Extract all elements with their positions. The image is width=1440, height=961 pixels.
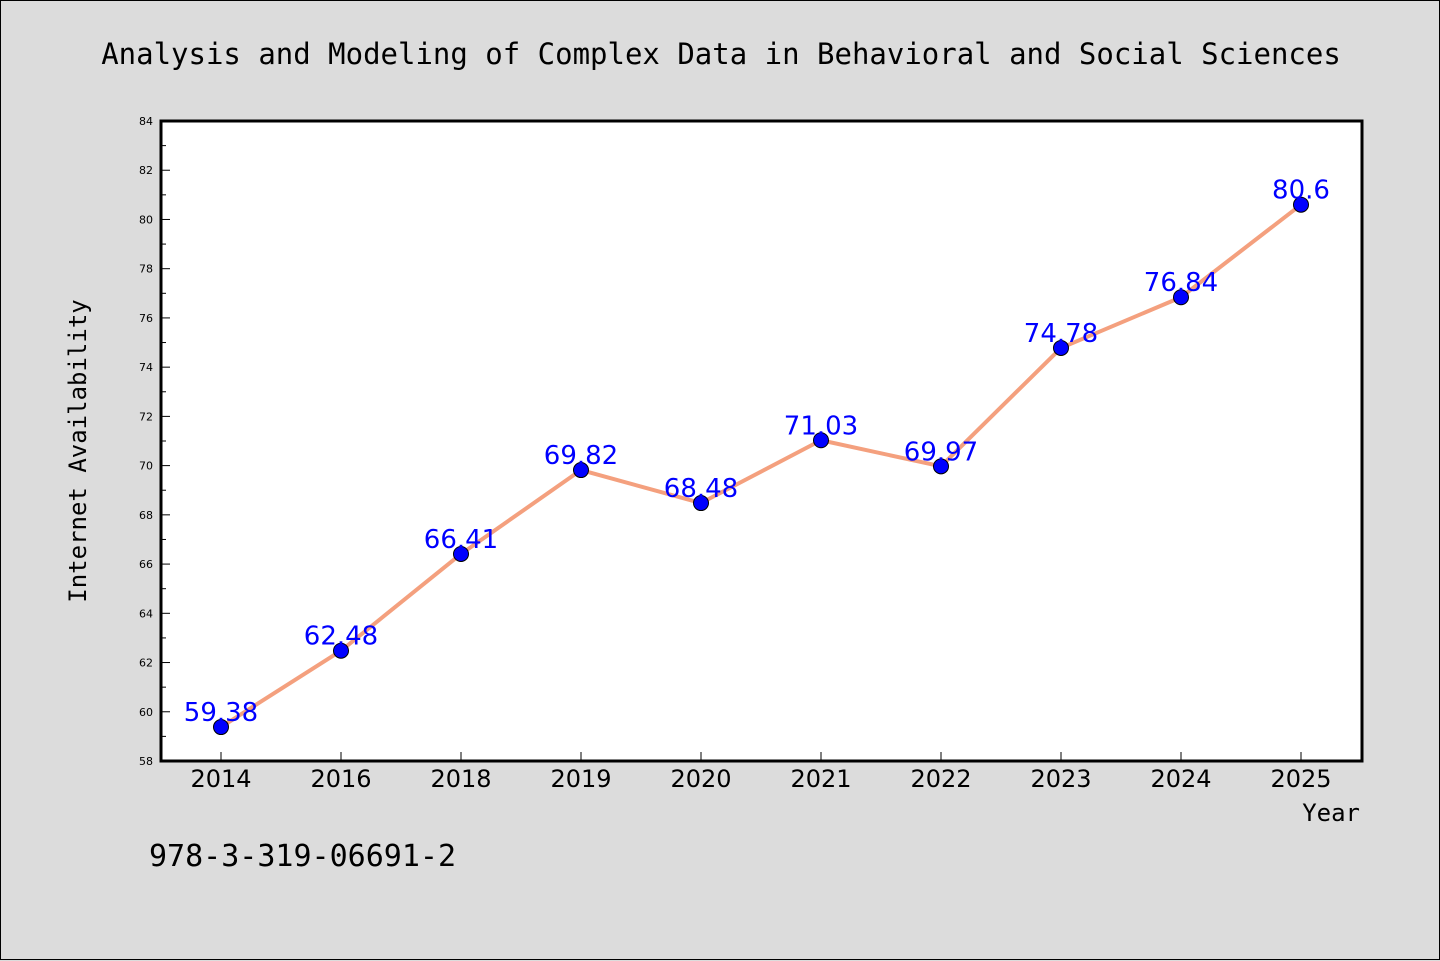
data-point — [1053, 339, 1069, 356]
y-axis: 58 60 62 64 66 68 70 72 74 76 78 80 82 84 — [139, 115, 170, 768]
data-point — [453, 545, 469, 562]
plot-area — [159, 119, 1364, 763]
y-axis-label: Internet Availability — [64, 299, 92, 602]
data-labels: 59.38 62.48 66.41 69.82 68.48 71.03 69.97 74.78… — [184, 176, 1330, 728]
data-point — [693, 495, 709, 512]
footer-isbn: 978-3-319-06691-2 — [149, 839, 456, 874]
data-label: 76.84 — [1144, 268, 1218, 298]
data-label: 59.38 — [184, 698, 258, 728]
y-tick-label: 82 — [139, 164, 153, 177]
x-tick-label: 2025 — [1270, 765, 1331, 793]
data-markers — [213, 196, 1309, 736]
x-axis: 2014 2016 2018 2019 2020 2021 2022 2023 2024 2025 — [190, 752, 1332, 793]
x-tick-label: 2021 — [790, 765, 851, 793]
y-tick-label: 78 — [139, 263, 153, 276]
data-label: 69.97 — [904, 437, 978, 467]
data-point — [1173, 289, 1189, 306]
series-line — [219, 203, 1303, 729]
chart-title: Analysis and Modeling of Complex Data in… — [101, 37, 1341, 71]
data-point — [933, 458, 949, 475]
y-tick-label: 70 — [139, 460, 153, 473]
x-tick-label: 2023 — [1030, 765, 1091, 793]
data-label: 68.48 — [664, 474, 738, 504]
x-tick-label: 2019 — [550, 765, 611, 793]
data-point — [213, 719, 229, 736]
y-tick-label: 66 — [139, 558, 153, 571]
data-point — [333, 642, 349, 659]
x-tick-label: 2018 — [430, 765, 491, 793]
x-axis-label: Year — [1302, 799, 1360, 827]
y-tick-label: 74 — [139, 361, 153, 374]
y-tick-label: 58 — [139, 755, 153, 768]
data-point — [1293, 196, 1309, 213]
data-label: 71.03 — [784, 411, 858, 441]
x-tick-label: 2020 — [670, 765, 731, 793]
data-label: 69.82 — [544, 441, 618, 471]
x-tick-label: 2016 — [310, 765, 371, 793]
data-point — [813, 432, 829, 449]
y-tick-label: 64 — [139, 607, 153, 620]
series-line-group — [219, 203, 1303, 729]
y-tick-label: 72 — [139, 410, 153, 423]
y-tick-label: 76 — [139, 312, 153, 325]
data-label: 62.48 — [304, 622, 378, 652]
y-tick-label: 68 — [139, 509, 153, 522]
y-tick-label: 84 — [139, 115, 153, 128]
x-tick-label: 2024 — [1150, 765, 1211, 793]
x-tick-label: 2022 — [910, 765, 971, 793]
y-tick-label: 62 — [139, 657, 153, 670]
y-tick-label: 80 — [139, 213, 153, 226]
x-tick-label: 2014 — [190, 765, 251, 793]
data-label: 74.78 — [1024, 319, 1098, 349]
data-label: 80.6 — [1272, 176, 1330, 206]
data-label: 66.41 — [424, 525, 498, 555]
data-point — [573, 462, 589, 479]
y-tick-label: 60 — [139, 706, 153, 719]
